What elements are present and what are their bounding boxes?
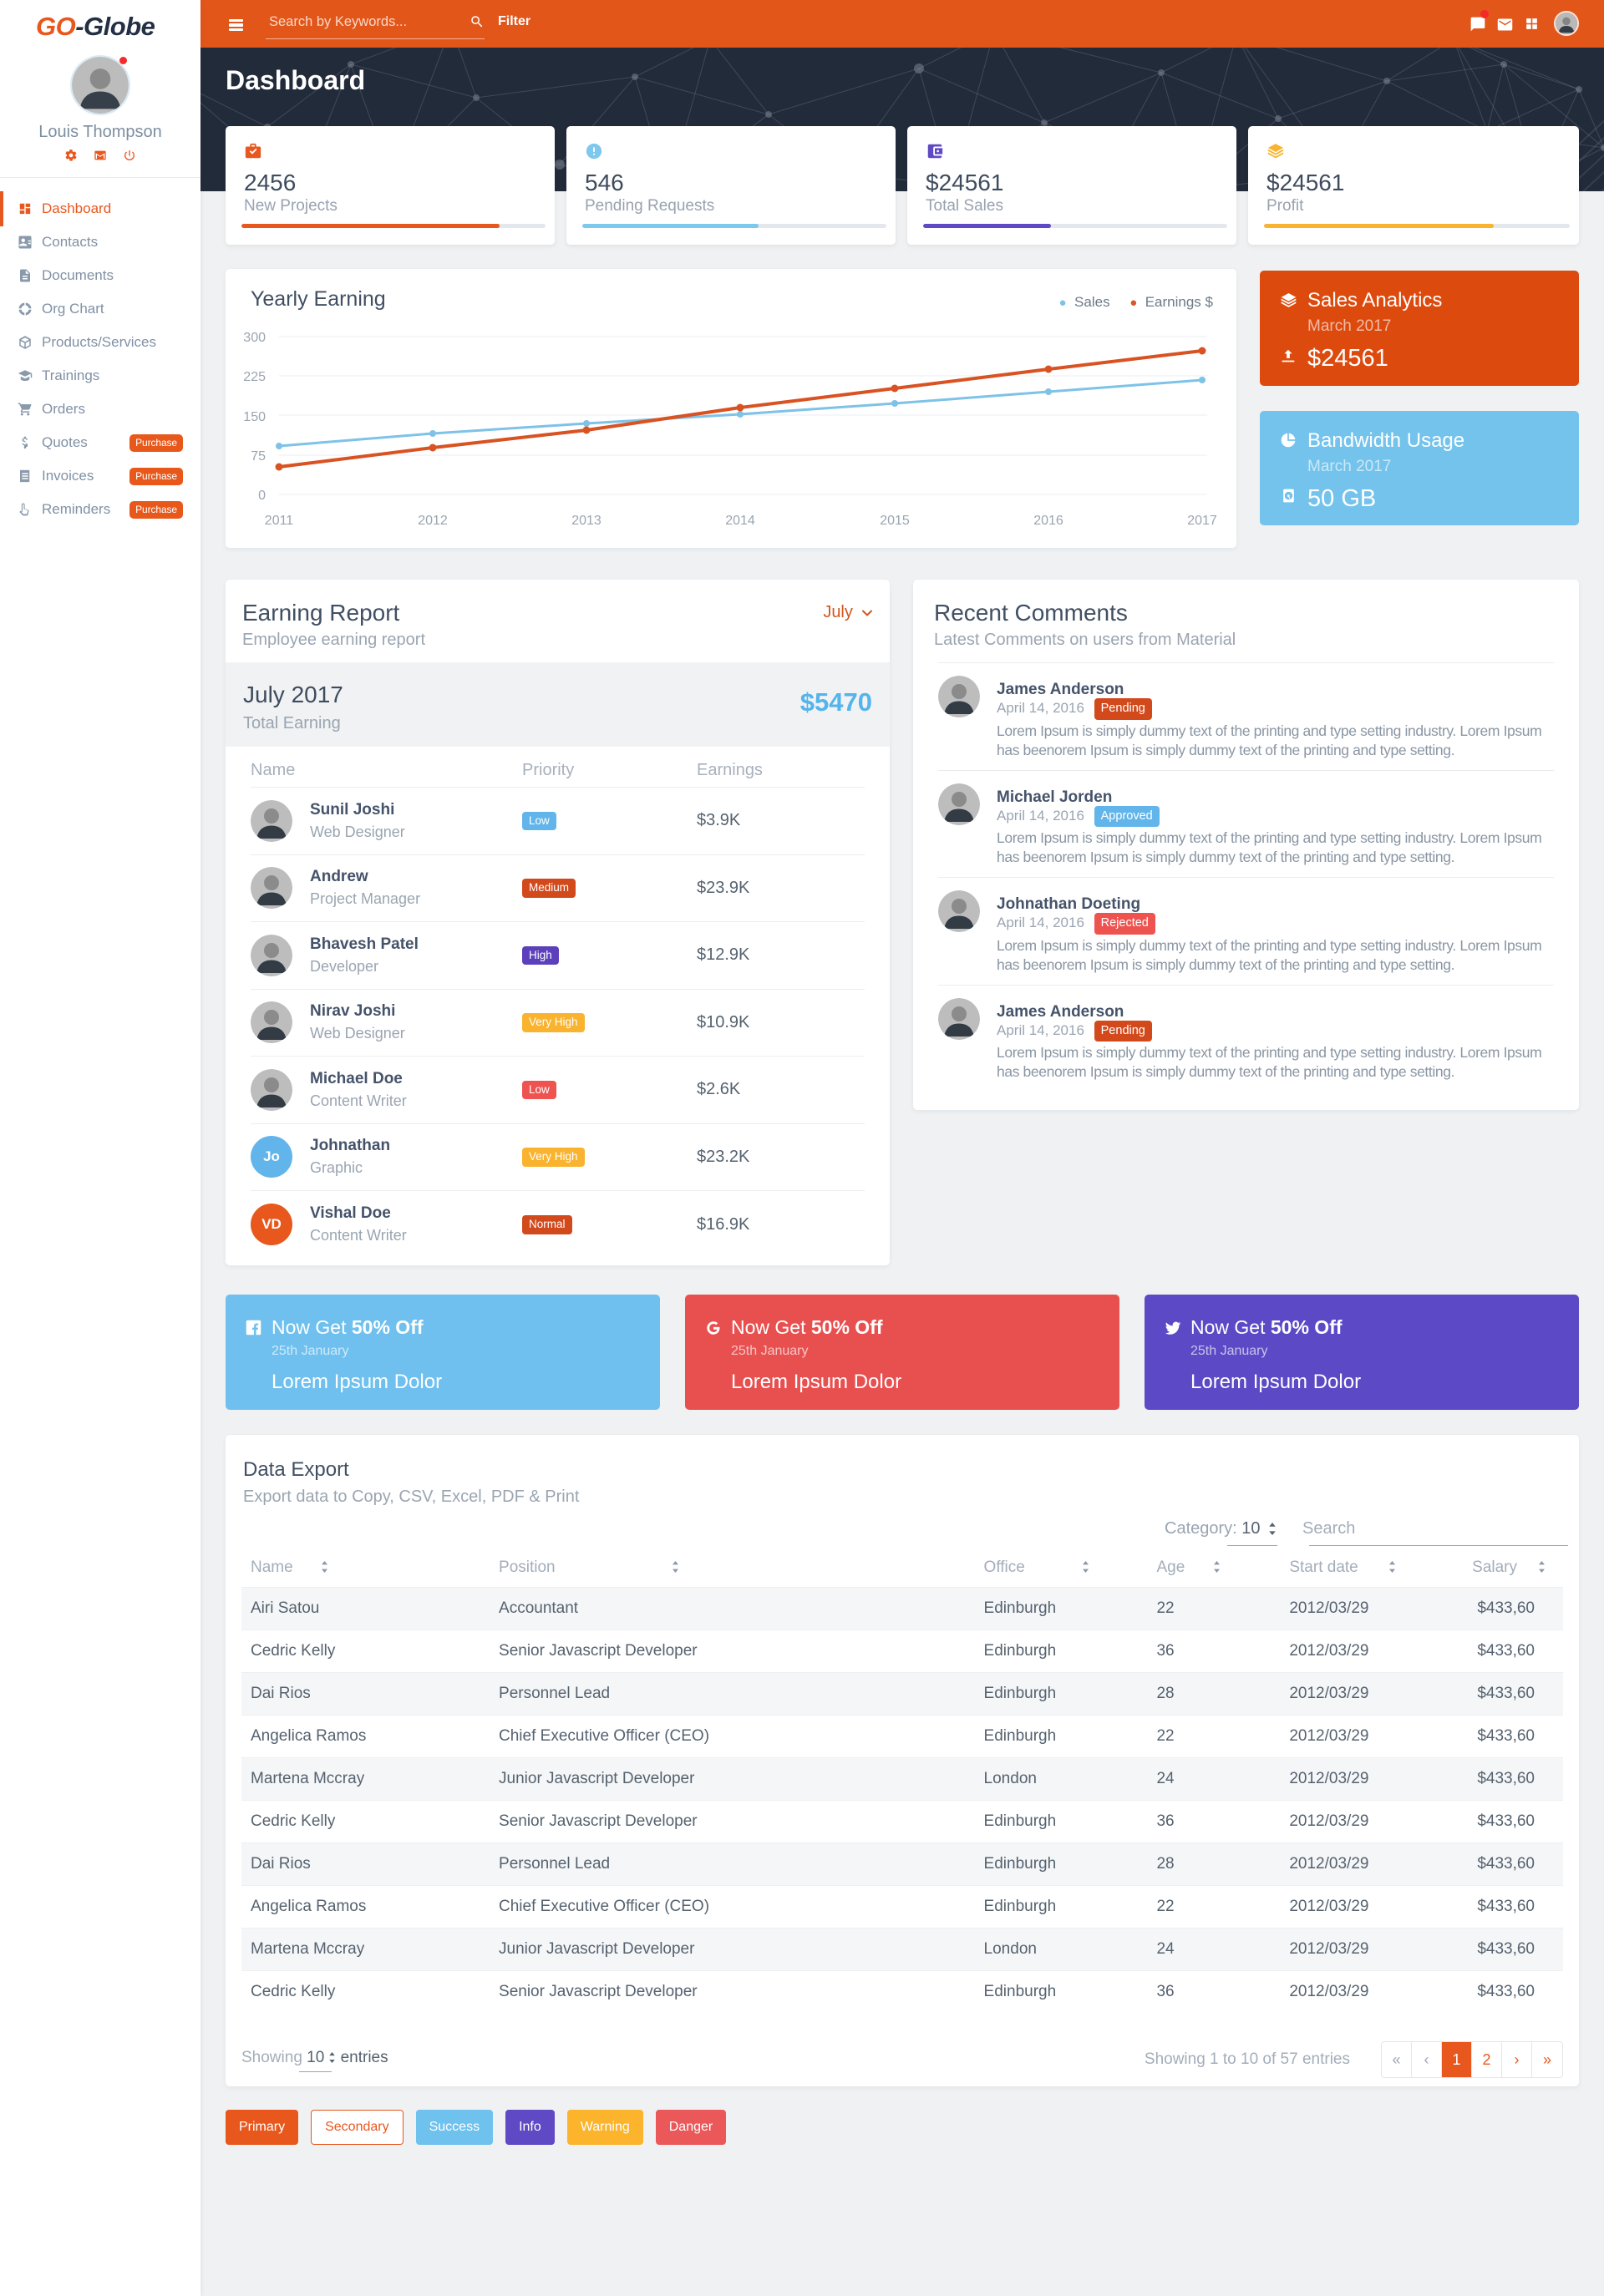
svg-text:2016: 2016 xyxy=(1033,514,1063,528)
svg-text:0: 0 xyxy=(258,489,266,503)
svg-text:2014: 2014 xyxy=(725,514,755,528)
svg-text:2015: 2015 xyxy=(880,514,910,528)
svg-text:2011: 2011 xyxy=(265,514,294,528)
svg-text:2012: 2012 xyxy=(418,514,448,528)
svg-text:75: 75 xyxy=(251,449,266,464)
svg-text:300: 300 xyxy=(243,331,266,345)
svg-text:2013: 2013 xyxy=(571,514,602,528)
svg-text:225: 225 xyxy=(243,370,266,384)
svg-text:150: 150 xyxy=(243,410,266,424)
svg-text:2017: 2017 xyxy=(1187,514,1217,528)
